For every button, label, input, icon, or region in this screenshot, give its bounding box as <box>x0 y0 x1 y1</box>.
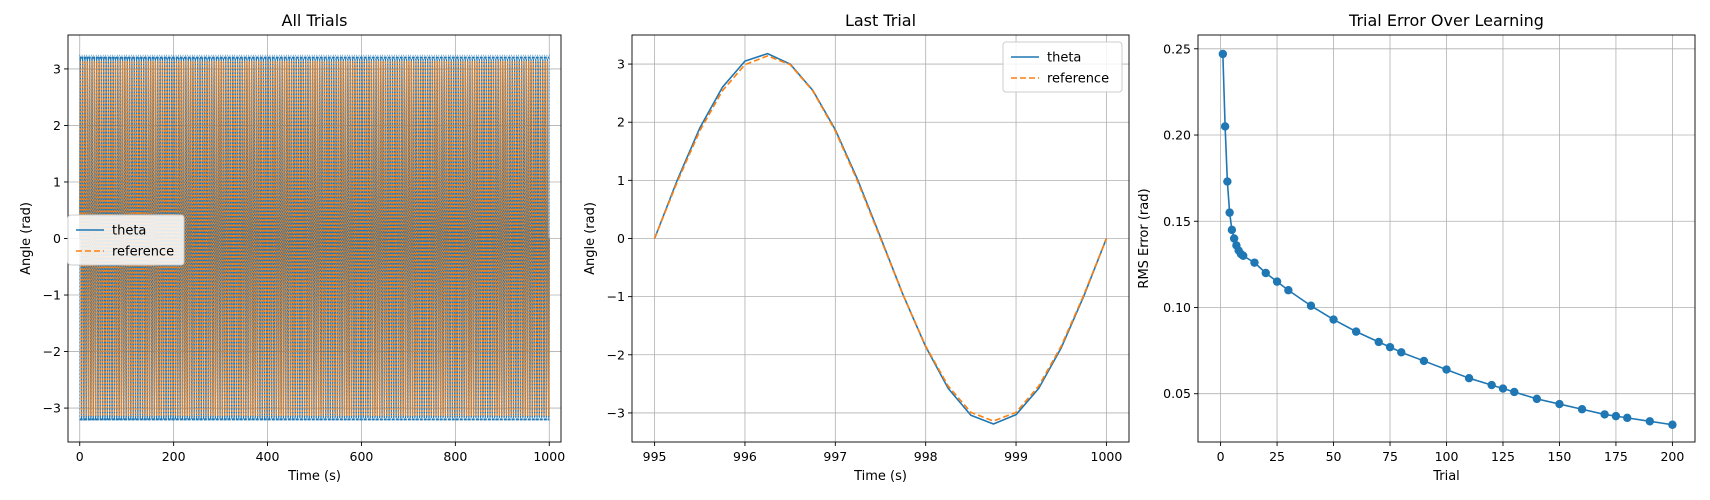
x-tick-label: 400 <box>256 449 280 464</box>
y-axis-label: Angle (rad) <box>583 202 598 275</box>
y-tick-label: 2 <box>53 118 61 133</box>
legend-box <box>1002 41 1123 93</box>
x-tick-label: 996 <box>733 449 757 464</box>
y-tick-label: 3 <box>53 61 61 76</box>
x-tick-label: 995 <box>643 449 667 464</box>
data-point <box>1555 399 1564 409</box>
y-tick-label: −1 <box>607 289 625 304</box>
data-point <box>1600 410 1609 419</box>
data-point <box>1351 327 1361 336</box>
grid <box>1198 35 1695 442</box>
y-tick-label: 0.05 <box>1163 386 1191 401</box>
legend-box <box>67 214 185 266</box>
x-tick-label: 999 <box>1004 449 1028 464</box>
data-point <box>1223 177 1232 186</box>
plot-area <box>1218 49 1677 429</box>
data-point <box>1668 420 1677 429</box>
data-point <box>1306 301 1316 310</box>
x-tick-label: 50 <box>1326 449 1342 464</box>
x-tick-label: 997 <box>823 449 847 464</box>
y-tick-label: −2 <box>607 347 625 362</box>
y-axis-label: RMS Error (rad) <box>1137 188 1152 288</box>
trial-error-chart: 0 25 50 75 100 125 150 175 200 0.05 0.10 0.15 0.20 0.… <box>1137 11 1696 484</box>
y-tick-label: −3 <box>607 405 625 420</box>
x-tick-label: 0 <box>76 449 84 464</box>
x-axis-label: Time (s) <box>287 469 341 484</box>
data-point <box>1498 384 1508 393</box>
data-point <box>1510 387 1519 397</box>
data-point <box>1227 225 1237 235</box>
legend-label-theta: theta <box>1047 51 1081 66</box>
y-tick-label: 0.20 <box>1163 128 1191 143</box>
data-point <box>1645 417 1655 426</box>
legend: theta reference <box>67 214 185 266</box>
data-point <box>1385 342 1395 352</box>
data-point <box>1225 208 1234 217</box>
x-tick-label: 600 <box>350 449 374 464</box>
y-tick-label: 2 <box>617 115 625 130</box>
x-tick-label: 125 <box>1491 449 1515 464</box>
trace-envelope <box>79 56 550 421</box>
all-trials-chart: 0 200 400 600 800 1000 −3 −2 −1 0 1 2 3 All Trials Tim… <box>19 11 565 484</box>
data-point <box>1229 234 1239 243</box>
data-point <box>1261 268 1270 278</box>
y-tick-label: −1 <box>43 288 61 303</box>
x-axis-label: Time (s) <box>853 469 907 484</box>
y-tick-label: 0 <box>53 231 61 246</box>
y-tick-label: 0 <box>617 231 625 246</box>
x-tick-label: 75 <box>1382 449 1398 464</box>
data-point <box>1329 315 1338 324</box>
data-point <box>1218 49 1228 59</box>
chart-title: Last Trial <box>845 11 916 30</box>
plot-area <box>79 54 550 423</box>
legend-label-theta: theta <box>112 224 146 239</box>
data-point <box>1577 405 1587 414</box>
data-point <box>1238 251 1248 260</box>
plot-area <box>653 52 1108 425</box>
x-tick-label: 0 <box>1217 449 1225 464</box>
legend-label-reference: reference <box>112 245 174 260</box>
data-point <box>1284 286 1293 295</box>
y-tick-label: 0.10 <box>1163 300 1191 315</box>
y-axis-label: Angle (rad) <box>19 202 34 275</box>
data-point <box>1464 373 1474 383</box>
y-tick-label: 1 <box>617 173 625 188</box>
data-point <box>1487 380 1496 390</box>
x-tick-label: 800 <box>443 449 467 464</box>
data-point <box>1250 258 1259 267</box>
chart-title: All Trials <box>282 11 348 30</box>
x-tick-label: 200 <box>162 449 186 464</box>
y-tick-label: 3 <box>617 57 625 72</box>
legend: theta reference <box>1002 41 1123 93</box>
x-axis-label: Trial <box>1432 469 1460 484</box>
series-line-reference <box>79 60 550 417</box>
x-tick-label: 150 <box>1548 449 1572 464</box>
data-point <box>1623 413 1632 423</box>
data-point <box>1220 122 1230 131</box>
data-point <box>1532 394 1542 404</box>
legend-label-reference: reference <box>1047 72 1109 87</box>
chart-title: Trial Error Over Learning <box>1348 11 1544 30</box>
last-trial-chart: 995 996 997 998 999 1000 −3 −2 −1 0 1 2 3 Last Trial T… <box>583 11 1130 484</box>
x-tick-label: 1000 <box>533 449 565 464</box>
data-point <box>1374 337 1383 347</box>
x-tick-label: 1000 <box>1091 449 1123 464</box>
y-tick-label: −2 <box>43 344 61 359</box>
x-tick-label: 175 <box>1604 449 1628 464</box>
x-tick-label: 200 <box>1660 449 1684 464</box>
data-point <box>1272 277 1282 286</box>
data-point <box>1419 356 1429 366</box>
x-tick-label: 25 <box>1269 449 1285 464</box>
data-point <box>1397 348 1406 357</box>
y-tick-label: 0.25 <box>1163 41 1191 56</box>
x-tick-label: 100 <box>1435 449 1459 464</box>
data-point <box>1442 365 1451 374</box>
y-tick-label: 0.15 <box>1163 214 1191 229</box>
data-point <box>1611 411 1621 421</box>
y-tick-label: 1 <box>53 174 61 189</box>
series-line-reference <box>653 55 1108 422</box>
x-tick-label: 998 <box>914 449 938 464</box>
y-tick-label: −3 <box>43 401 61 416</box>
